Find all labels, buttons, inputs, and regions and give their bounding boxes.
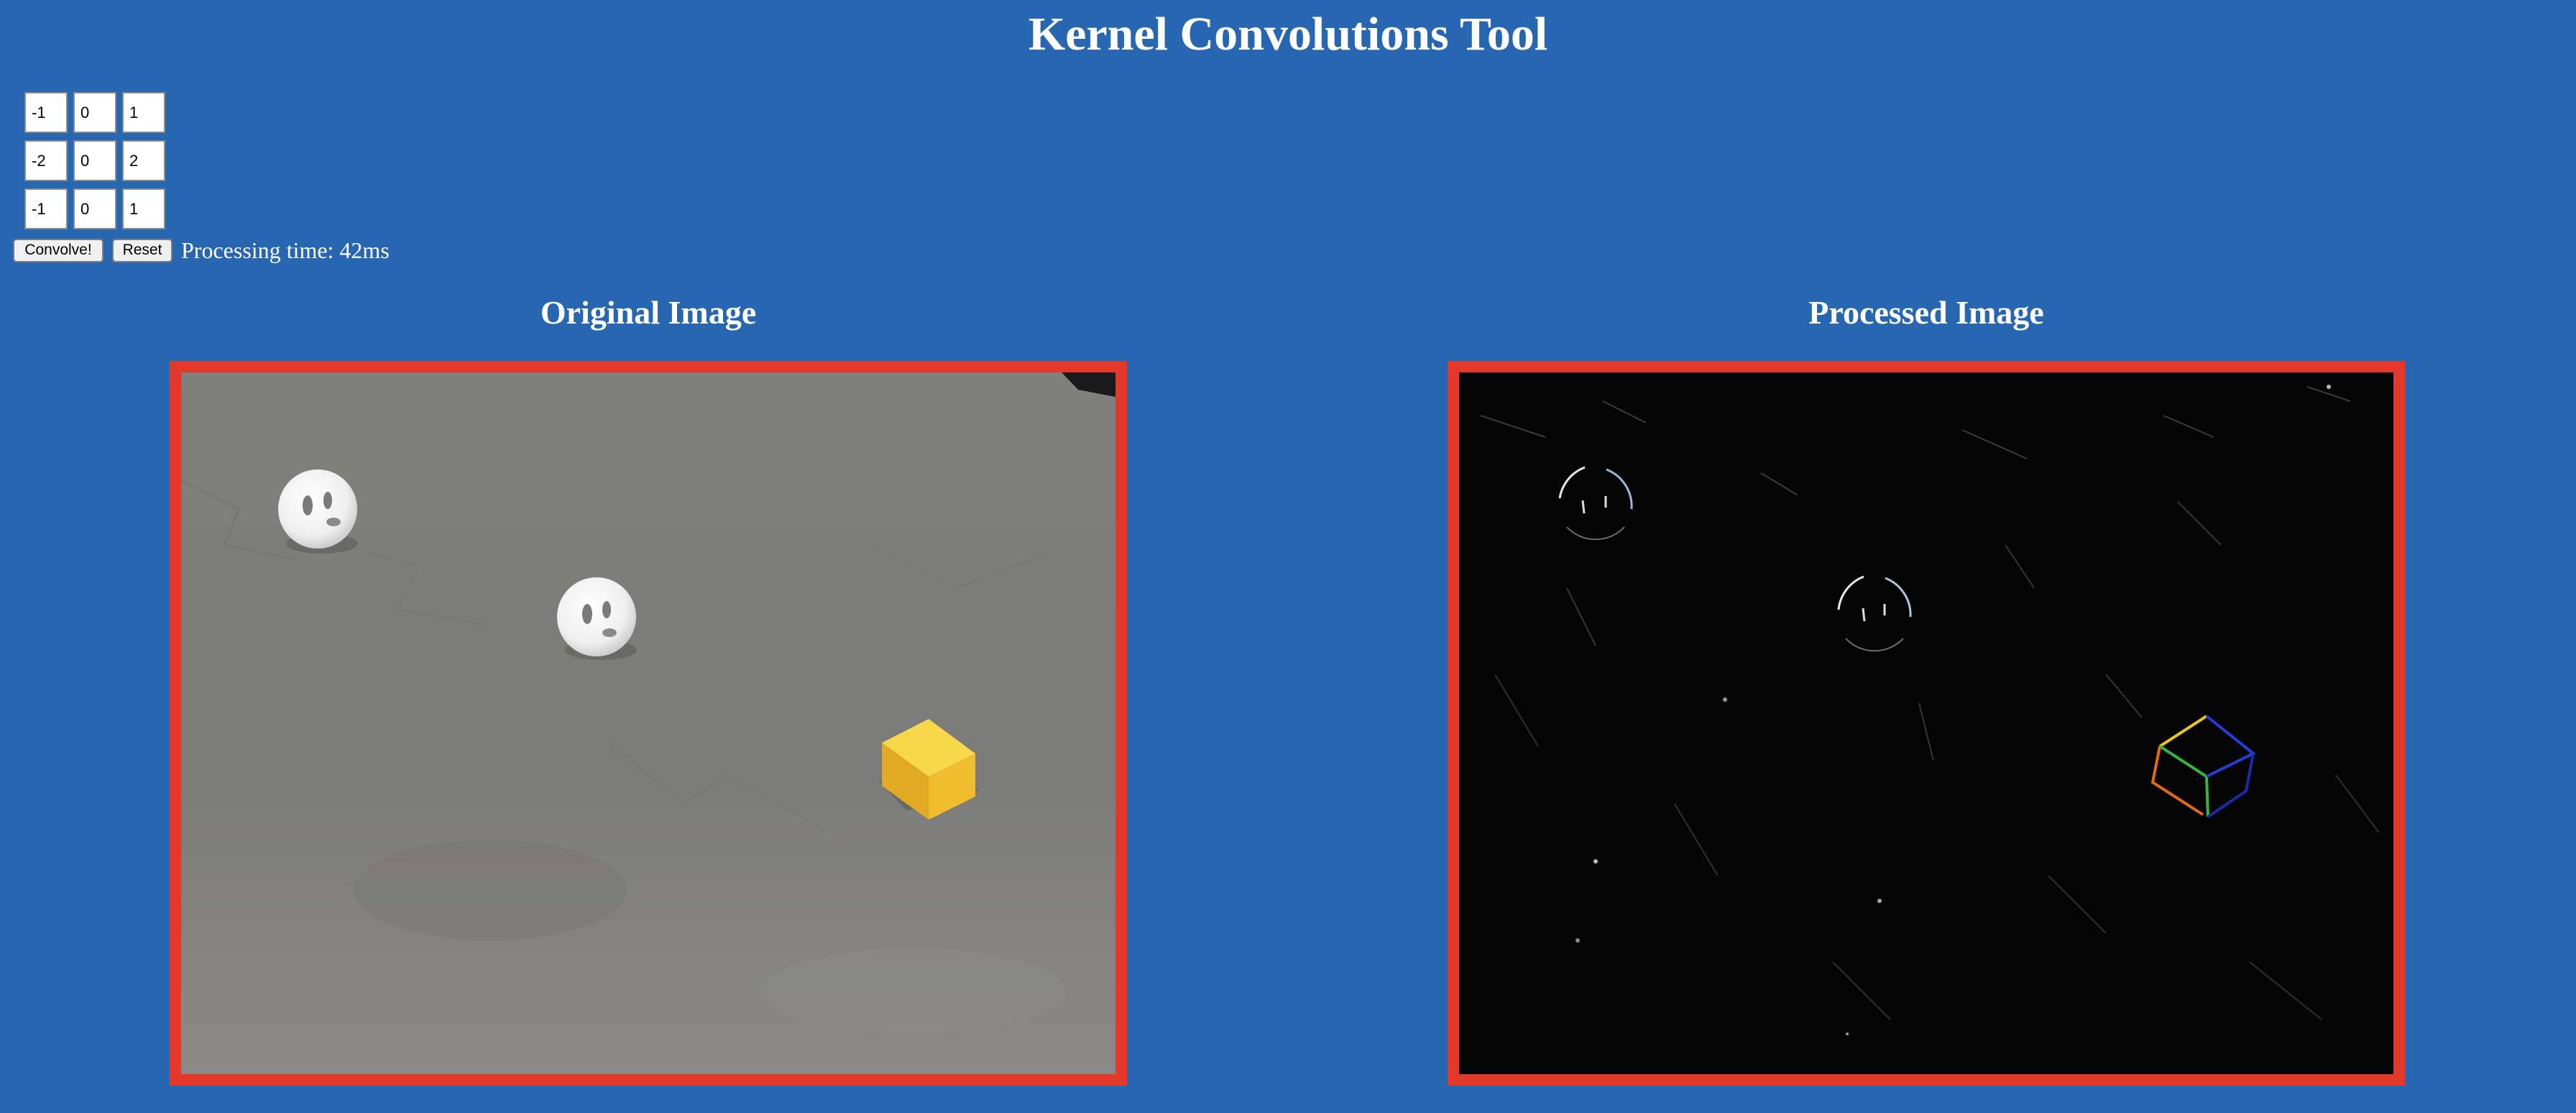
ball-2-edge-bottom <box>1845 638 1904 652</box>
cube-left <box>882 743 929 820</box>
ball-1-edge-right <box>1606 468 1633 510</box>
page-title: Kernel Convolutions Tool <box>1028 8 1548 60</box>
original-image-frame <box>170 361 1127 1086</box>
kernel-matrix <box>24 92 165 229</box>
original-image <box>181 372 1116 1074</box>
edge-speck <box>1593 859 1598 864</box>
kernel-cell-r2c2[interactable] <box>73 140 116 181</box>
floor-stain <box>763 948 1065 1034</box>
cube-edge-navy <box>2207 753 2255 818</box>
ball-2-hole <box>582 604 592 624</box>
ball-2-hole <box>602 601 611 618</box>
ball-1-hole-edge <box>1581 496 1607 514</box>
processed-image-frame <box>1448 361 2405 1086</box>
processed-image <box>1459 372 2393 1074</box>
ball-1-hole <box>303 495 313 516</box>
ball-2-hole <box>602 628 617 637</box>
kernel-cell-r2c3[interactable] <box>122 140 165 181</box>
kernel-cell-r1c1[interactable] <box>24 92 68 133</box>
ball-1-hole <box>323 492 332 509</box>
kernel-cell-r2c1[interactable] <box>24 140 68 181</box>
edge-speck <box>2327 385 2331 389</box>
edge-noise <box>1480 386 2351 495</box>
floor-scuff <box>181 480 297 560</box>
ball-2-edge-right <box>1885 577 1912 618</box>
floor-scuff <box>367 551 484 625</box>
floor-scuff <box>856 537 1052 590</box>
ball-1-hole <box>326 518 341 526</box>
cube-edge-orange <box>2150 746 2204 816</box>
kernel-cell-r3c1[interactable] <box>24 188 68 229</box>
corner-shadow <box>1062 372 1116 397</box>
ball-1 <box>278 470 357 549</box>
reset-button[interactable]: Reset <box>112 238 172 262</box>
cube-edge-yellow <box>2158 715 2208 748</box>
processed-image-heading: Processed Image <box>1808 294 2044 331</box>
floor-scuff <box>612 746 829 833</box>
control-bar: Convolve! Reset Processing time: 42ms <box>13 237 390 263</box>
cube-top <box>882 719 975 777</box>
kernel-cell-r3c2[interactable] <box>73 188 116 229</box>
processed-background <box>1459 372 2393 1074</box>
edge-speck <box>1723 697 1727 702</box>
kernel-cell-r1c3[interactable] <box>122 92 165 133</box>
ball-2-hole-edge <box>1862 604 1886 622</box>
floor-stain <box>354 840 627 940</box>
kernel-cell-r3c3[interactable] <box>122 188 165 229</box>
ball-2 <box>557 577 636 656</box>
edge-speck <box>1877 899 1882 903</box>
convolve-button[interactable]: Convolve! <box>13 238 104 262</box>
ball-2-edge-left <box>1837 575 1864 610</box>
kernel-cell-r1c2[interactable] <box>73 92 116 133</box>
edge-speck <box>1576 938 1580 943</box>
processing-time-text: Processing time: 42ms <box>181 237 390 263</box>
edge-noise <box>1494 674 2380 1020</box>
edge-noise <box>1566 501 2222 761</box>
edge-speck <box>1846 1032 1849 1035</box>
cube-right <box>929 754 975 820</box>
ball-1-edge-left <box>1558 466 1586 499</box>
original-image-heading: Original Image <box>540 294 757 331</box>
ball-1-edge-bottom <box>1566 526 1625 541</box>
